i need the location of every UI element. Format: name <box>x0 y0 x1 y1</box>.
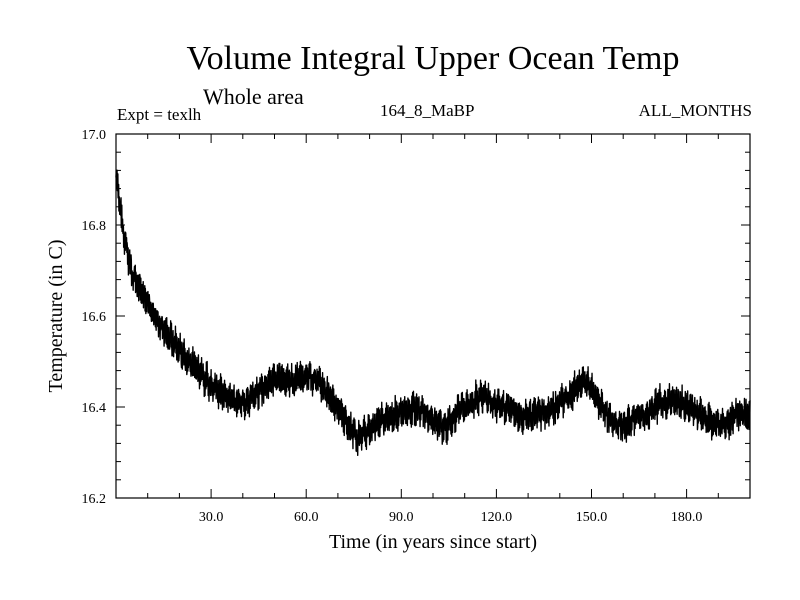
x-axis-title: Time (in years since start) <box>329 531 537 553</box>
run-label: 164_8_MaBP <box>380 101 475 120</box>
plot-frame <box>115 133 751 499</box>
experiment-label: Expt = texlh <box>117 105 202 124</box>
x-tick-label: 120.0 <box>481 510 513 525</box>
months-label: ALL_MONTHS <box>638 101 752 120</box>
x-tick-label: 30.0 <box>199 510 224 525</box>
y-tick-label: 16.4 <box>82 401 107 416</box>
chart-title: Volume Integral Upper Ocean Temp <box>186 40 680 77</box>
y-tick-label: 16.2 <box>82 492 107 507</box>
y-tick-label: 17.0 <box>82 128 107 143</box>
y-tick-label: 16.8 <box>82 219 107 234</box>
axis-ticks: 30.0 60.0 90.0 120.0 150.0 180.0 16.2 16.4 16.6 1… <box>82 128 750 525</box>
x-tick-label: 180.0 <box>671 510 703 525</box>
x-tick-label: 150.0 <box>576 510 608 525</box>
x-tick-label: 60.0 <box>294 510 319 525</box>
y-axis-title: Temperature (in C) <box>45 240 67 393</box>
chart-subtitle: Whole area <box>203 84 304 109</box>
x-tick-label: 90.0 <box>389 510 414 525</box>
series-layer <box>115 169 751 457</box>
series-line <box>115 169 751 457</box>
y-tick-label: 16.6 <box>82 310 107 325</box>
